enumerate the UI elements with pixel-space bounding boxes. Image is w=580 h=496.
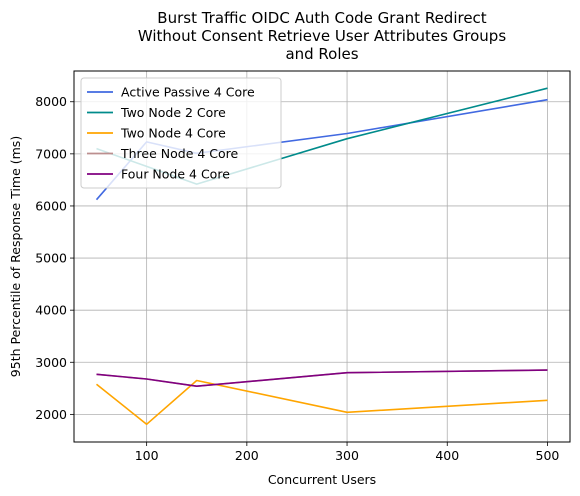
legend-entry: Two Node 2 Core (120, 105, 226, 120)
series-line-5 (96, 369, 548, 388)
x-tick-label: 200 (235, 448, 259, 463)
chart-title: Burst Traffic OIDC Auth Code Grant Redir… (138, 9, 506, 63)
series-line-3 (96, 379, 548, 426)
chart-title-line: Burst Traffic OIDC Auth Code Grant Redir… (157, 9, 486, 27)
legend-entry: Four Node 4 Core (121, 167, 230, 182)
plot-frame (73, 70, 571, 443)
x-tick-label: 500 (536, 448, 560, 463)
y-tick-label: 6000 (35, 198, 67, 213)
legend-entry: Active Passive 4 Core (121, 85, 255, 100)
series-line-4 (96, 369, 548, 388)
x-tick-label: 100 (135, 448, 159, 463)
y-tick-label: 4000 (35, 303, 67, 318)
chart-title-line: and Roles (285, 45, 358, 63)
legend-entry: Three Node 4 Core (120, 146, 239, 161)
y-axis-label: 95th Percentile of Response Time (ms) (8, 136, 23, 377)
x-tick-label: 400 (435, 448, 459, 463)
legend-box (80, 77, 282, 189)
legend: Active Passive 4 Core Two Node 2 Core Two … (80, 77, 282, 189)
x-axis-label: Concurrent Users (268, 472, 376, 487)
chart-title-line: Without Consent Retrieve User Attributes… (138, 27, 506, 45)
y-tick-label: 2000 (35, 407, 67, 422)
y-tick-label: 3000 (35, 355, 67, 370)
y-tick-label: 5000 (35, 251, 67, 266)
legend-entry: Two Node 4 Core (120, 126, 226, 141)
y-tick-label: 8000 (35, 94, 67, 109)
y-axis-ticks: 2000 3000 4000 5000 6000 7000 8000 (35, 94, 74, 422)
x-tick-label: 300 (335, 448, 359, 463)
x-axis-ticks: 100 200 300 400 500 (135, 442, 560, 463)
y-tick-label: 7000 (35, 146, 67, 161)
